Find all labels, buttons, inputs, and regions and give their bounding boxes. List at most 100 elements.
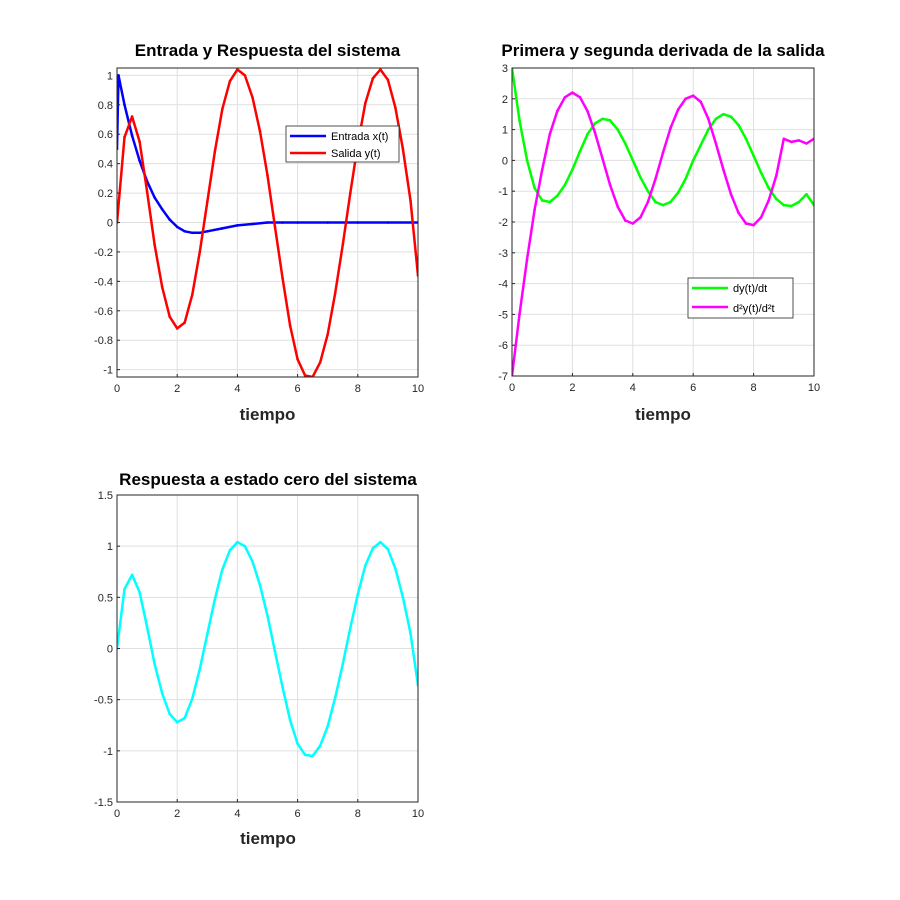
data-point — [775, 174, 778, 178]
data-point — [714, 117, 718, 121]
data-point — [168, 315, 171, 319]
data-point — [160, 285, 164, 289]
data-point — [744, 137, 748, 141]
data-point — [805, 193, 808, 196]
y-tick-label: 1 — [107, 70, 113, 82]
data-point — [661, 203, 665, 207]
data-point — [631, 159, 635, 162]
x-tick-label: 0 — [114, 808, 120, 820]
data-point — [775, 197, 778, 201]
data-point — [624, 142, 627, 145]
data-point — [198, 667, 202, 671]
data-point — [356, 593, 360, 596]
y-tick-label: 0 — [502, 155, 508, 167]
y-tick-label: 0.2 — [98, 188, 113, 200]
data-point — [130, 573, 134, 577]
data-point — [213, 598, 217, 601]
data-point — [160, 692, 164, 695]
data-point — [183, 321, 186, 324]
x-axis-label: tiempo — [240, 405, 296, 424]
data-point — [684, 97, 687, 101]
y-tick-label: 0.5 — [98, 592, 113, 604]
data-point — [349, 191, 352, 195]
data-point — [563, 96, 567, 99]
data-point — [394, 106, 397, 109]
x-tick-label: 2 — [569, 382, 575, 394]
data-point — [608, 183, 612, 187]
series-group — [117, 540, 418, 758]
data-point — [243, 544, 247, 548]
data-point — [303, 374, 307, 377]
x-tick-label: 2 — [174, 808, 180, 820]
x-tick-label: 4 — [234, 808, 240, 820]
series-group — [512, 68, 814, 376]
y-tick-label: 0 — [107, 644, 113, 656]
data-point — [639, 216, 642, 219]
data-point — [191, 293, 194, 296]
data-point — [236, 224, 239, 227]
x-tick-label: 0 — [509, 382, 515, 394]
data-point — [130, 134, 134, 137]
data-point — [326, 333, 330, 336]
data-point — [318, 361, 322, 364]
data-point — [699, 100, 703, 104]
data-point — [130, 115, 134, 118]
data-point — [661, 151, 665, 154]
tick-labels: 0 2 4 6 8 10 -1.5 -1 -0.5 0 0.5 1 1.5 — [94, 490, 424, 820]
data-point — [153, 662, 156, 666]
data-point — [767, 186, 770, 190]
y-tick-label: 1.5 — [98, 490, 113, 502]
data-point — [624, 219, 627, 222]
data-point — [206, 632, 209, 636]
data-point — [138, 140, 141, 143]
data-point — [341, 243, 345, 246]
plot-entrada-respuesta: 0 2 4 6 8 10-1-0.8-0.6-0.4-0.200.20.40.60.81 … — [94, 41, 424, 424]
data-point — [221, 227, 224, 230]
data-point — [221, 107, 224, 111]
x-tick-label: 8 — [355, 808, 361, 820]
x-tick-label: 10 — [412, 383, 424, 395]
data-point — [631, 222, 635, 225]
series-line-entrada-x-t- — [117, 74, 418, 235]
data-point — [714, 142, 718, 145]
data-point — [123, 135, 126, 139]
data-point — [691, 159, 695, 162]
data-point — [371, 546, 375, 550]
data-point — [639, 176, 642, 179]
data-point — [371, 77, 375, 80]
data-point — [191, 697, 194, 700]
data-point — [153, 196, 156, 199]
data-point — [586, 132, 589, 136]
chart-title: Primera y segunda derivada de la salida — [501, 41, 825, 60]
data-point — [601, 117, 604, 121]
y-tick-label: -1 — [103, 365, 113, 377]
data-point — [175, 225, 179, 229]
data-point — [409, 199, 412, 202]
y-tick-label: 0 — [107, 218, 113, 230]
x-tick-label: 10 — [808, 382, 820, 394]
data-point — [593, 122, 597, 125]
data-point — [699, 143, 703, 147]
data-point — [759, 216, 763, 219]
data-point — [273, 650, 277, 653]
data-point — [258, 130, 262, 133]
tick-labels: 0 2 4 6 8 10 -7 -6 -5 -4 -3 -2 -1 0 1 2 3 — [498, 63, 820, 394]
x-axis-label: tiempo — [635, 405, 691, 424]
legend: dy(t)/dt d²y(t)/d²t — [687, 277, 794, 319]
data-point — [379, 68, 382, 71]
data-point — [145, 190, 149, 193]
data-point — [782, 137, 786, 141]
data-point — [797, 139, 801, 142]
legend-label-dy: dy(t)/dt — [733, 283, 767, 295]
data-point — [669, 126, 672, 130]
data-point — [356, 221, 360, 224]
data-point — [349, 626, 352, 630]
data-point — [654, 177, 657, 181]
data-point — [318, 744, 322, 747]
data-point — [691, 94, 695, 97]
y-tick-label: -1 — [498, 186, 508, 198]
y-tick-label: -1.5 — [94, 797, 113, 809]
data-point — [401, 147, 405, 151]
data-point — [737, 123, 740, 127]
y-tick-label: 0.4 — [98, 159, 113, 171]
